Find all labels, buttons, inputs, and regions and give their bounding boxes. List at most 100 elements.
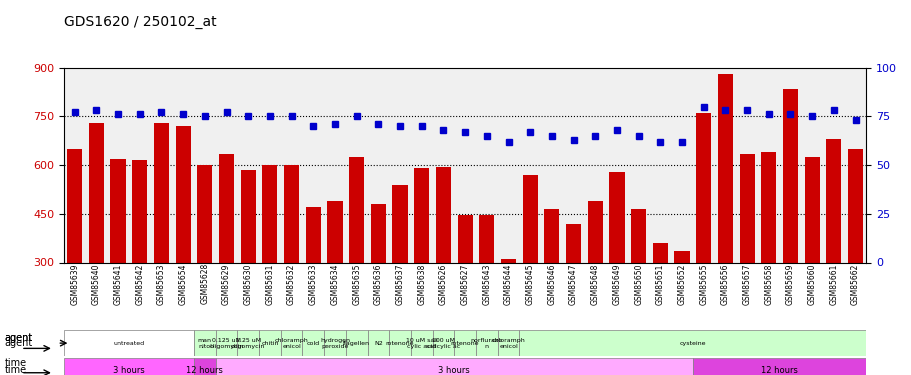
Text: cold: cold <box>306 340 320 346</box>
FancyBboxPatch shape <box>389 330 411 356</box>
Text: GSM85661: GSM85661 <box>828 263 837 305</box>
Text: 12 hours: 12 hours <box>186 366 223 375</box>
Text: time: time <box>5 365 26 375</box>
Bar <box>241 170 255 262</box>
Bar <box>717 74 732 262</box>
Bar <box>566 224 580 262</box>
Bar <box>262 165 277 262</box>
Bar <box>630 209 646 262</box>
Text: GSM85634: GSM85634 <box>330 263 339 305</box>
FancyBboxPatch shape <box>64 358 194 375</box>
Text: N2: N2 <box>374 340 383 346</box>
Text: GSM85641: GSM85641 <box>114 263 122 305</box>
Bar <box>110 159 126 262</box>
Bar <box>804 157 819 262</box>
Bar <box>825 139 841 262</box>
Bar <box>88 123 104 262</box>
Text: hydrogen
peroxide: hydrogen peroxide <box>320 338 350 348</box>
Text: agent: agent <box>5 333 33 343</box>
Bar <box>305 207 321 262</box>
Text: chloramph
enicol: chloramph enicol <box>274 338 308 348</box>
Bar <box>761 152 775 262</box>
FancyBboxPatch shape <box>367 330 389 356</box>
FancyBboxPatch shape <box>692 358 865 375</box>
FancyBboxPatch shape <box>281 330 302 356</box>
Text: GSM85631: GSM85631 <box>265 263 274 305</box>
FancyBboxPatch shape <box>259 330 281 356</box>
Text: untreated: untreated <box>113 340 144 346</box>
Bar <box>349 157 363 262</box>
Text: GSM85649: GSM85649 <box>612 263 620 305</box>
Bar <box>544 209 558 262</box>
Bar <box>371 204 385 262</box>
Bar <box>197 165 212 262</box>
Text: GSM85653: GSM85653 <box>157 263 166 305</box>
Text: norflurazo
n: norflurazo n <box>470 338 502 348</box>
Bar <box>457 215 472 262</box>
Text: GSM85633: GSM85633 <box>309 263 317 305</box>
Text: GSM85643: GSM85643 <box>482 263 491 305</box>
Bar <box>739 154 754 262</box>
Text: GSM85657: GSM85657 <box>742 263 751 305</box>
Text: GSM85628: GSM85628 <box>200 263 210 305</box>
Text: GSM85658: GSM85658 <box>763 263 773 305</box>
Text: GSM85647: GSM85647 <box>568 263 578 305</box>
Text: GSM85630: GSM85630 <box>243 263 252 305</box>
FancyBboxPatch shape <box>323 330 345 356</box>
Text: flagellen: flagellen <box>343 340 370 346</box>
Bar <box>609 171 624 262</box>
Text: 10 uM sali
cylic acid: 10 uM sali cylic acid <box>405 338 437 348</box>
Bar <box>847 149 862 262</box>
Text: man
nitol: man nitol <box>198 338 211 348</box>
Bar <box>219 154 234 262</box>
Text: 3 hours: 3 hours <box>438 366 470 375</box>
Text: GSM85638: GSM85638 <box>416 263 425 305</box>
FancyBboxPatch shape <box>194 358 215 375</box>
FancyBboxPatch shape <box>194 330 215 356</box>
Text: GSM85656: GSM85656 <box>720 263 729 305</box>
Bar <box>522 175 537 262</box>
Text: GSM85642: GSM85642 <box>135 263 144 305</box>
FancyBboxPatch shape <box>497 330 518 356</box>
Bar <box>283 165 299 262</box>
Text: rotenone: rotenone <box>450 340 479 346</box>
Bar <box>132 160 148 262</box>
Bar <box>674 251 689 262</box>
FancyBboxPatch shape <box>476 330 497 356</box>
Text: 0.125 uM
oligomycin: 0.125 uM oligomycin <box>210 338 243 348</box>
Text: chitin: chitin <box>261 340 279 346</box>
Bar <box>414 168 429 262</box>
Text: chloramph
enicol: chloramph enicol <box>491 338 525 348</box>
Text: GSM85662: GSM85662 <box>850 263 859 305</box>
Bar <box>500 259 516 262</box>
Text: agent: agent <box>5 338 33 348</box>
FancyBboxPatch shape <box>64 330 194 356</box>
Bar <box>695 113 711 262</box>
Text: rotenone: rotenone <box>385 340 414 346</box>
Text: GSM85660: GSM85660 <box>807 263 815 305</box>
Bar <box>587 201 602 262</box>
Text: GSM85636: GSM85636 <box>374 263 383 305</box>
Text: GSM85627: GSM85627 <box>460 263 469 305</box>
Text: GSM85640: GSM85640 <box>92 263 101 305</box>
Bar <box>392 184 407 262</box>
Text: GSM85655: GSM85655 <box>699 263 708 305</box>
Text: 1.25 uM
oligomycin: 1.25 uM oligomycin <box>230 338 265 348</box>
FancyBboxPatch shape <box>237 330 259 356</box>
Text: GSM85659: GSM85659 <box>785 263 794 305</box>
Text: GSM85644: GSM85644 <box>504 263 513 305</box>
Text: 3 hours: 3 hours <box>113 366 145 375</box>
Text: 100 uM
salicylic ac: 100 uM salicylic ac <box>425 338 460 348</box>
Bar <box>67 149 82 262</box>
Text: GSM85635: GSM85635 <box>352 263 361 305</box>
Text: GSM85632: GSM85632 <box>287 263 296 305</box>
FancyBboxPatch shape <box>302 330 323 356</box>
FancyBboxPatch shape <box>432 330 454 356</box>
Text: agent: agent <box>5 333 33 343</box>
Bar <box>175 126 190 262</box>
FancyBboxPatch shape <box>411 330 432 356</box>
FancyBboxPatch shape <box>215 358 692 375</box>
FancyBboxPatch shape <box>454 330 476 356</box>
Text: GSM85652: GSM85652 <box>677 263 686 305</box>
Text: GSM85650: GSM85650 <box>633 263 642 305</box>
